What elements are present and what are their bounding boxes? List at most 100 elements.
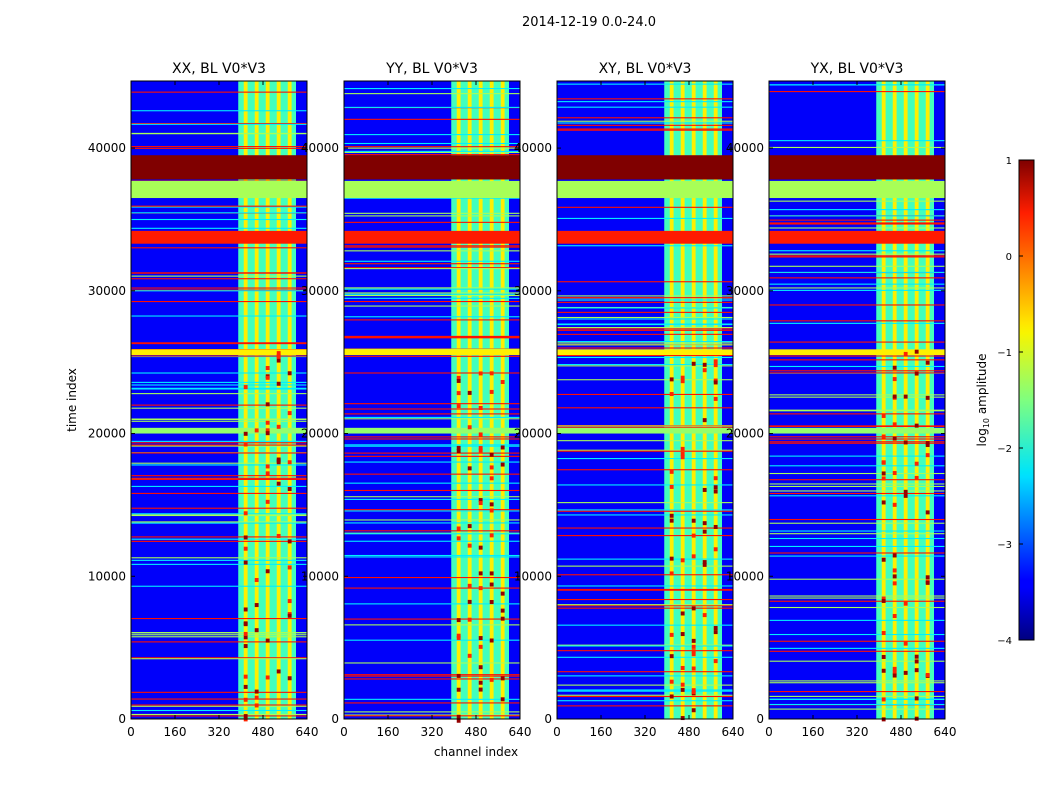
rfi-line xyxy=(131,617,307,620)
rfi-line xyxy=(344,533,520,535)
rfi-line xyxy=(344,288,520,290)
rfi-line xyxy=(769,289,945,291)
hot-spot xyxy=(467,425,472,430)
rfi-line xyxy=(131,704,307,706)
flagged-band xyxy=(769,427,945,434)
hot-spot xyxy=(478,498,483,503)
hot-spot xyxy=(881,434,886,439)
flagged-band xyxy=(344,180,520,199)
rfi-line xyxy=(769,372,945,374)
rfi-line xyxy=(769,682,945,684)
rfi-line xyxy=(769,394,945,396)
rfi-line xyxy=(131,464,307,466)
colorbar-label-subscript: 10 xyxy=(982,418,991,428)
hot-spot xyxy=(467,390,472,395)
rfi-line xyxy=(344,662,520,664)
hot-spot xyxy=(265,675,270,680)
colorbar-tick-label: −4 xyxy=(997,636,1012,647)
hot-spot xyxy=(456,714,461,719)
hot-spot xyxy=(243,511,248,516)
hot-spot xyxy=(669,484,674,489)
rfi-line xyxy=(344,711,520,713)
rfi-line xyxy=(557,407,733,409)
hot-spot xyxy=(287,371,292,376)
rfi-line xyxy=(557,469,733,471)
hot-spot xyxy=(925,443,930,448)
hot-spot xyxy=(467,617,472,622)
y-tick-label: 40000 xyxy=(726,141,764,155)
hot-spot xyxy=(892,673,897,678)
rfi-line xyxy=(769,438,945,440)
y-tick-label: 10000 xyxy=(88,569,126,583)
rfi-line xyxy=(344,348,520,350)
hot-spot xyxy=(276,669,281,674)
rfi-line xyxy=(769,365,945,368)
flagged-band xyxy=(344,155,520,180)
x-tick-label: 640 xyxy=(934,725,957,739)
rfi-line xyxy=(769,322,945,324)
rfi-line xyxy=(344,147,520,149)
flagged-band xyxy=(769,155,945,180)
hot-spot xyxy=(914,475,919,480)
flagged-band xyxy=(557,349,733,356)
rfi-line xyxy=(557,101,733,103)
rfi-line xyxy=(769,640,945,642)
rfi-line xyxy=(557,129,733,131)
hot-spot xyxy=(456,375,461,380)
rfi-line xyxy=(344,509,520,511)
rfi-line xyxy=(131,420,307,422)
rfi-line xyxy=(769,492,945,495)
hot-spot xyxy=(243,697,248,702)
rfi-line xyxy=(557,656,733,658)
hot-spot xyxy=(903,670,908,675)
hot-spot xyxy=(669,377,674,382)
hot-spot xyxy=(881,630,886,635)
rfi-line xyxy=(344,576,520,579)
rfi-line xyxy=(344,337,520,339)
rfi-line xyxy=(769,283,945,285)
hot-spot xyxy=(287,411,292,416)
rfi-line xyxy=(557,124,733,126)
panel-title: YY, BL V0*V3 xyxy=(385,61,478,77)
x-tick-label: 0 xyxy=(340,725,348,739)
rfi-line xyxy=(344,294,520,297)
rfi-line xyxy=(131,110,307,112)
rfi-line xyxy=(344,532,520,534)
y-tick-label: 0 xyxy=(118,712,126,726)
hot-spot xyxy=(478,687,483,692)
rfi-line xyxy=(131,442,307,444)
hot-spot xyxy=(500,676,505,681)
rfi-line xyxy=(769,250,945,252)
rfi-line xyxy=(769,425,945,427)
panel-title: XY, BL V0*V3 xyxy=(599,61,692,77)
rfi-line xyxy=(344,293,520,295)
rfi-line xyxy=(344,522,520,524)
rfi-line xyxy=(131,698,307,700)
rfi-line xyxy=(344,702,520,704)
x-tick-label: 0 xyxy=(127,725,135,739)
hot-spot xyxy=(265,569,270,574)
rfi-line xyxy=(557,484,733,486)
hot-spot xyxy=(680,375,685,380)
rfi-line xyxy=(557,297,733,299)
hot-spot xyxy=(254,578,259,583)
rfi-line xyxy=(131,290,307,292)
rfi-line xyxy=(769,277,945,279)
hot-spot xyxy=(691,690,696,695)
rfi-line xyxy=(344,250,520,252)
rfi-line xyxy=(344,603,520,605)
hot-spot xyxy=(265,638,270,643)
y-tick-label: 20000 xyxy=(514,427,552,441)
hot-spot xyxy=(892,670,897,675)
channel-stripe xyxy=(914,81,919,719)
hot-spot xyxy=(456,618,461,623)
flagged-band xyxy=(557,427,733,434)
rfi-line xyxy=(131,91,307,93)
hot-spot xyxy=(500,608,505,613)
rfi-line xyxy=(131,147,307,149)
rfi-line xyxy=(131,355,307,357)
channel-stripe xyxy=(254,81,259,719)
rfi-line xyxy=(769,146,945,149)
rfi-line xyxy=(557,379,733,381)
hot-spot xyxy=(489,389,494,394)
